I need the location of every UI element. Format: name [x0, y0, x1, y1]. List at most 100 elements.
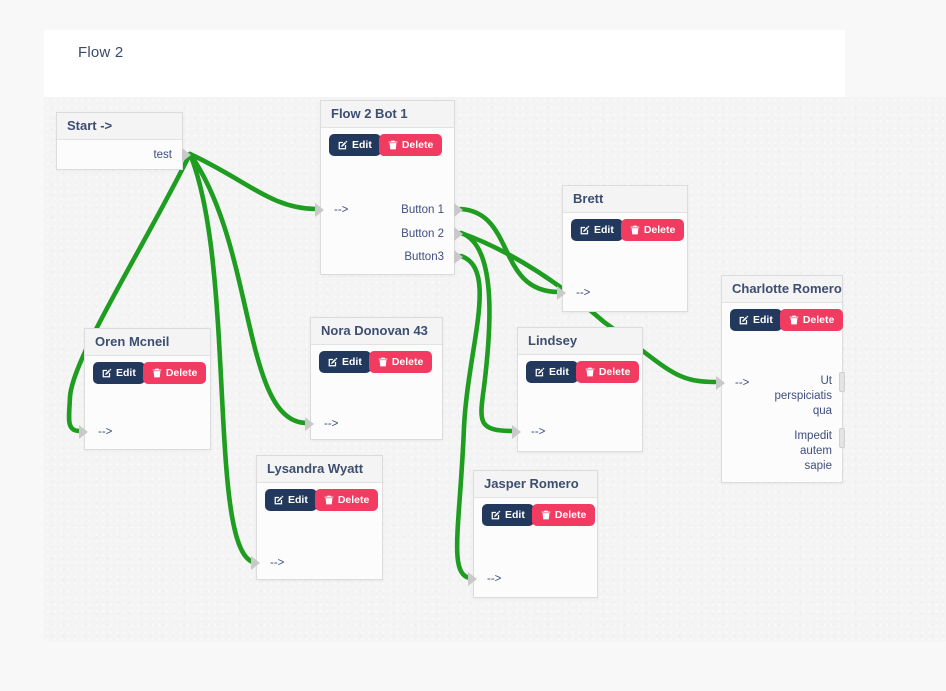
edge-start-to-nora[interactable]: [187, 151, 310, 426]
input-label: -->: [270, 557, 285, 569]
input-port[interactable]: [716, 376, 725, 390]
delete-button-label: Delete: [598, 366, 631, 378]
node-title: Oren Mcneil: [85, 329, 210, 356]
input-label: -->: [334, 204, 349, 216]
edit-button[interactable]: Edit: [730, 309, 782, 331]
trash-icon: [388, 140, 398, 150]
edge-button2-to-lindsey[interactable]: [458, 230, 517, 434]
node-title: Jasper Romero: [474, 471, 597, 498]
trash-icon: [585, 367, 595, 377]
input-label: -->: [576, 287, 591, 299]
output-port[interactable]: [182, 148, 191, 162]
input-port[interactable]: [468, 572, 477, 586]
delete-button-label: Delete: [401, 139, 434, 151]
edit-button-label: Edit: [288, 494, 308, 506]
edit-button-label: Edit: [594, 224, 614, 236]
edit-button[interactable]: Edit: [482, 504, 534, 526]
flow-node-nora[interactable]: Nora Donovan 43 Edit Delete -->: [305, 317, 443, 440]
edge-start-to-lysandra[interactable]: [187, 151, 256, 565]
delete-button[interactable]: Delete: [142, 362, 207, 384]
delete-button[interactable]: Delete: [368, 351, 433, 373]
input-label: -->: [735, 377, 750, 389]
edit-icon: [102, 368, 112, 378]
edge-button3-to-jasper[interactable]: [454, 253, 482, 581]
edit-icon: [491, 510, 501, 520]
input-port[interactable]: [251, 556, 260, 570]
input-label: -->: [98, 426, 113, 438]
trash-icon: [324, 495, 334, 505]
flow-node-brett[interactable]: Brett Edit Delete -->: [557, 185, 688, 312]
trash-icon: [541, 510, 551, 520]
node-actions: Edit Delete: [571, 219, 685, 241]
input-port[interactable]: [305, 417, 314, 431]
node-actions: Edit Delete: [730, 309, 844, 331]
edge-button1-to-brett[interactable]: [458, 206, 562, 295]
node-title: Brett: [563, 186, 687, 213]
edit-button-label: Edit: [549, 366, 569, 378]
delete-button[interactable]: Delete: [314, 489, 379, 511]
input-port[interactable]: [557, 286, 566, 300]
node-actions: Edit Delete: [93, 362, 207, 384]
output-port[interactable]: [454, 227, 463, 241]
edit-button[interactable]: Edit: [93, 362, 145, 384]
output-port[interactable]: [454, 203, 463, 217]
output-label: Button 2: [401, 228, 444, 240]
page-header: Flow 2: [44, 30, 845, 97]
input-label: -->: [324, 418, 339, 430]
output-label: Ut perspiciatis qua: [774, 375, 832, 417]
delete-button[interactable]: Delete: [620, 219, 685, 241]
edit-button[interactable]: Edit: [571, 219, 623, 241]
node-actions: Edit Delete: [526, 361, 640, 383]
delete-button[interactable]: Delete: [378, 134, 443, 156]
flow-node-charlotte[interactable]: Charlotte Romero Edit Delete --> Ut pers…: [716, 275, 845, 483]
flow-node-lysandra[interactable]: Lysandra Wyatt Edit Delete -->: [251, 455, 383, 580]
flow-node-flow2bot1[interactable]: Flow 2 Bot 1 Edit Delete --> Button 1 Bu…: [315, 100, 463, 275]
output-label: Button3: [404, 251, 444, 263]
delete-button-label: Delete: [391, 356, 424, 368]
page-title: Flow 2: [78, 44, 124, 61]
output-label: test: [153, 149, 172, 161]
edit-button[interactable]: Edit: [319, 351, 371, 373]
flow-node-oren[interactable]: Oren Mcneil Edit Delete -->: [79, 328, 211, 450]
edit-button-label: Edit: [116, 367, 136, 379]
edit-button[interactable]: Edit: [265, 489, 317, 511]
node-actions: Edit Delete: [482, 504, 596, 526]
delete-button-label: Delete: [643, 224, 676, 236]
edit-icon: [535, 367, 545, 377]
edit-icon: [338, 140, 348, 150]
edit-button[interactable]: Edit: [526, 361, 578, 383]
node-title: Lysandra Wyatt: [257, 456, 382, 483]
flow-node-start[interactable]: Start -> test: [56, 112, 191, 170]
flow-node-lindsey[interactable]: Lindsey Edit Delete -->: [512, 327, 643, 452]
node-title: Flow 2 Bot 1: [321, 101, 454, 128]
trash-icon: [378, 357, 388, 367]
edit-icon: [328, 357, 338, 367]
delete-button[interactable]: Delete: [779, 309, 844, 331]
flow-canvas[interactable]: Start -> test Flow 2 Bot 1 Edit Delete -…: [44, 97, 946, 641]
edit-icon: [274, 495, 284, 505]
delete-button[interactable]: Delete: [531, 504, 596, 526]
edit-button[interactable]: Edit: [329, 134, 381, 156]
edit-button-label: Edit: [352, 139, 372, 151]
node-actions: Edit Delete: [319, 351, 433, 373]
output-port[interactable]: [454, 250, 463, 264]
node-title: Start ->: [57, 113, 182, 140]
edge-button2-to-charlotte[interactable]: [458, 230, 718, 385]
edge-start-to-flow2bot1[interactable]: [187, 151, 319, 212]
output-port[interactable]: [839, 428, 845, 448]
output-label: Button 1: [401, 204, 444, 216]
input-port[interactable]: [512, 425, 521, 439]
input-port[interactable]: [79, 425, 88, 439]
trash-icon: [789, 315, 799, 325]
node-title: Nora Donovan 43: [311, 318, 442, 345]
edit-button-label: Edit: [342, 356, 362, 368]
node-actions: Edit Delete: [329, 134, 443, 156]
output-port[interactable]: [839, 372, 845, 392]
node-title: Charlotte Romero: [722, 276, 842, 303]
edge-start-to-oren[interactable]: [66, 151, 193, 434]
trash-icon: [152, 368, 162, 378]
flow-node-jasper[interactable]: Jasper Romero Edit Delete -->: [468, 470, 598, 598]
node-actions: Edit Delete: [265, 489, 379, 511]
input-port[interactable]: [315, 203, 324, 217]
delete-button[interactable]: Delete: [575, 361, 640, 383]
